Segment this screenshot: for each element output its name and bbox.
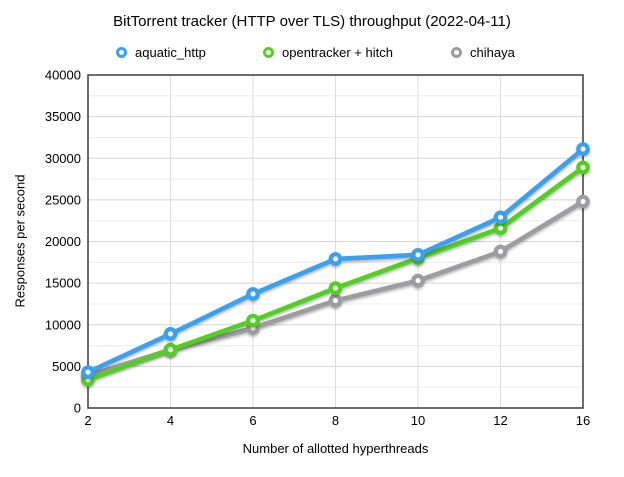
data-point-marker [493,210,508,225]
data-point-marker [246,287,260,301]
x-tick-label: 10 [411,413,425,428]
data-point-marker [328,281,343,295]
y-tick-label: 5000 [52,359,81,374]
data-point-marker [493,244,508,259]
y-tick-label: 0 [74,401,81,416]
x-tick-label: 12 [493,413,507,428]
legend-label-opentracker-hitch: opentracker + hitch [282,44,393,60]
data-point-marker [411,247,425,262]
chihaya-legend-marker-icon [451,46,462,58]
series-aquatic-http [81,142,590,380]
plot-border [87,74,584,409]
data-point-marker [163,342,178,357]
legend-item-chihaya: chihaya [451,44,515,60]
legend-item-aquatic-http: aquatic_http [116,44,206,60]
data-point-marker [576,194,590,209]
x-tick-label: 6 [249,413,256,428]
x-tick-label: 2 [84,413,91,428]
data-point-marker [328,252,343,266]
aquatic-http-legend-marker-icon [116,46,127,58]
legend-label-chihaya: chihaya [470,44,515,60]
data-point-marker [411,273,425,288]
data-point-marker [493,221,508,236]
legend-item-opentracker-hitch: opentracker + hitch [263,44,393,60]
x-tick-label: 8 [332,413,339,428]
data-point-marker [328,293,343,308]
y-tick-label: 40000 [45,68,81,83]
y-tick-label: 20000 [45,234,81,249]
data-point-marker [576,142,590,156]
chart-title: BitTorrent tracker (HTTP over TLS) throu… [113,13,511,30]
legend-label-aquatic-http: aquatic_http [135,44,206,60]
data-point-marker [81,365,95,380]
opentracker-hitch-legend-marker-icon [263,46,274,58]
y-tick-label: 30000 [45,151,81,166]
x-tick-label: 4 [167,413,174,428]
y-tick-label: 15000 [45,276,81,291]
data-point-marker [576,160,590,175]
y-tick-label: 25000 [45,192,81,207]
data-point-marker [163,327,178,341]
x-axis-title: Number of allotted hyperthreads [242,441,429,456]
y-tick-label: 10000 [45,317,81,332]
x-tick-label: 16 [576,413,590,428]
y-axis-title: Responses per second [12,174,28,308]
data-point-marker [246,313,260,328]
y-tick-label: 35000 [45,109,81,124]
